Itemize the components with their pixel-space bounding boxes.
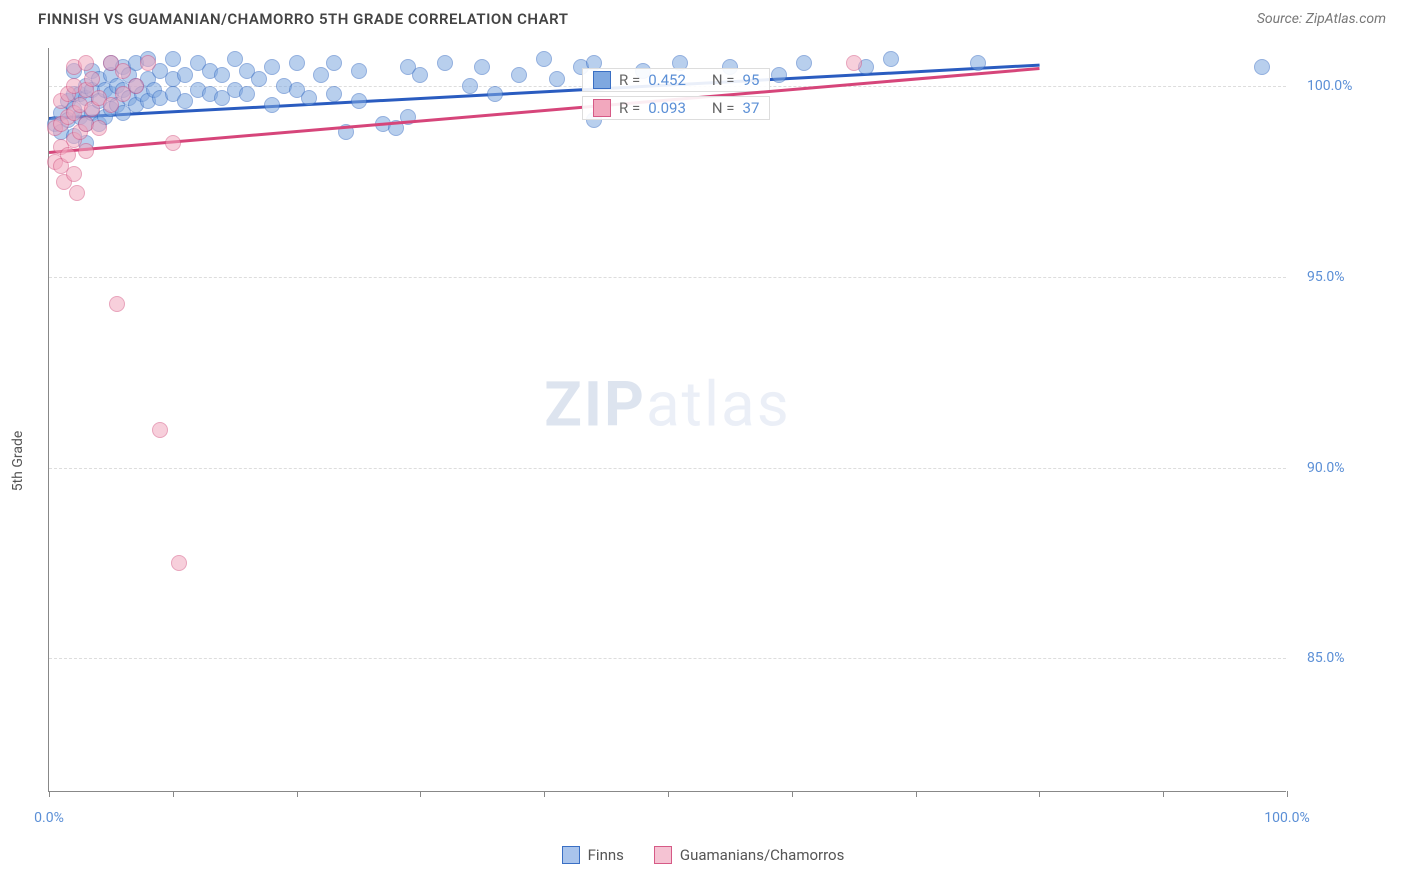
data-point [289, 55, 305, 71]
n-label: N = [712, 99, 735, 117]
y-tick-label: 100.0% [1307, 78, 1352, 94]
data-point [78, 143, 94, 159]
x-tick-label: 0.0% [34, 810, 64, 826]
data-point [66, 166, 82, 182]
y-tick-label: 95.0% [1307, 269, 1345, 285]
stats-box: R = 0.452 N = 95 [582, 68, 770, 92]
data-point [326, 86, 342, 102]
chart-container: 5th Grade ZIPatlas 85.0%90.0%95.0%100.0%… [0, 38, 1406, 868]
y-axis-label: 5th Grade [10, 431, 26, 492]
chart-header: FINNISH VS GUAMANIAN/CHAMORRO 5TH GRADE … [0, 0, 1406, 38]
data-point [437, 55, 453, 71]
data-point [165, 51, 181, 67]
data-point [177, 67, 193, 83]
x-tick [792, 791, 793, 797]
plot-area: ZIPatlas 85.0%90.0%95.0%100.0%0.0%100.0%… [48, 48, 1286, 792]
data-point [771, 67, 787, 83]
legend-label: Finns [588, 846, 624, 864]
n-value: 95 [743, 71, 760, 89]
legend-swatch [593, 99, 611, 117]
data-point [165, 135, 181, 151]
data-point [140, 55, 156, 71]
x-tick [173, 791, 174, 797]
legend-item: Finns [562, 846, 624, 864]
chart-title: FINNISH VS GUAMANIAN/CHAMORRO 5TH GRADE … [38, 10, 568, 28]
data-point [264, 97, 280, 113]
x-tick [297, 791, 298, 797]
x-tick [668, 791, 669, 797]
data-point [171, 555, 187, 571]
data-point [487, 86, 503, 102]
x-tick [1287, 791, 1288, 797]
data-point [69, 185, 85, 201]
x-tick [1163, 791, 1164, 797]
data-point [128, 78, 144, 94]
data-point [351, 63, 367, 79]
data-point [109, 296, 125, 312]
data-point [103, 97, 119, 113]
gridline [49, 658, 1286, 659]
data-point [351, 93, 367, 109]
watermark: ZIPatlas [544, 368, 791, 441]
y-tick-label: 85.0% [1307, 650, 1345, 666]
legend-swatch [562, 846, 580, 864]
data-point [264, 59, 280, 75]
data-point [474, 59, 490, 75]
bottom-legend: Finns Guamanians/Chamorros [0, 846, 1406, 864]
data-point [883, 51, 899, 67]
x-tick [544, 791, 545, 797]
n-value: 37 [743, 99, 760, 117]
y-tick-label: 90.0% [1307, 460, 1345, 476]
data-point [60, 147, 76, 163]
x-tick [49, 791, 50, 797]
data-point [91, 120, 107, 136]
x-tick [1039, 791, 1040, 797]
watermark-bold: ZIP [544, 368, 646, 441]
stats-box: R = 0.093 N = 37 [582, 96, 770, 120]
data-point [152, 422, 168, 438]
data-point [549, 71, 565, 87]
data-point [970, 55, 986, 71]
r-label: R = [619, 99, 640, 117]
data-point [301, 90, 317, 106]
data-point [412, 67, 428, 83]
gridline [49, 277, 1286, 278]
x-tick-label: 100.0% [1264, 810, 1309, 826]
data-point [796, 55, 812, 71]
data-point [846, 55, 862, 71]
legend-swatch [593, 71, 611, 89]
gridline [49, 468, 1286, 469]
data-point [326, 55, 342, 71]
data-point [239, 86, 255, 102]
data-point [511, 67, 527, 83]
data-point [462, 78, 478, 94]
x-tick [420, 791, 421, 797]
data-point [214, 67, 230, 83]
legend-item: Guamanians/Chamorros [654, 846, 844, 864]
source-label: Source: ZipAtlas.com [1257, 11, 1386, 27]
data-point [251, 71, 267, 87]
data-point [313, 67, 329, 83]
watermark-rest: atlas [646, 368, 791, 441]
data-point [1254, 59, 1270, 75]
data-point [536, 51, 552, 67]
x-tick [916, 791, 917, 797]
legend-label: Guamanians/Chamorros [680, 846, 844, 864]
n-label: N = [712, 71, 735, 89]
r-value: 0.093 [648, 99, 686, 117]
data-point [115, 63, 131, 79]
r-label: R = [619, 71, 640, 89]
data-point [78, 55, 94, 71]
data-point [84, 71, 100, 87]
r-value: 0.452 [648, 71, 686, 89]
data-point [177, 93, 193, 109]
legend-swatch [654, 846, 672, 864]
